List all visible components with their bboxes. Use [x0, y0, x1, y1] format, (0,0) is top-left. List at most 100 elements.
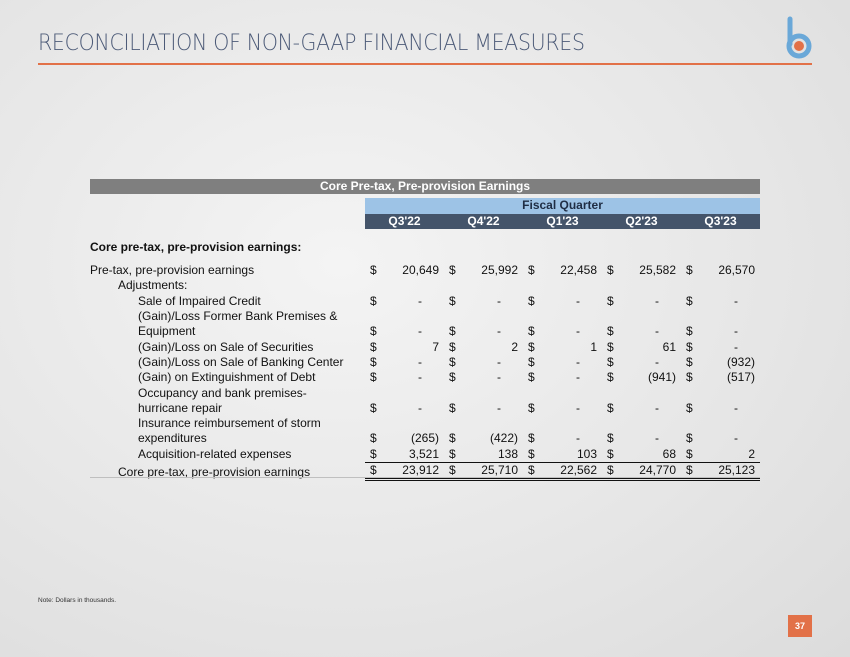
group-header: Fiscal Quarter	[365, 198, 761, 214]
currency-sign: $	[686, 354, 693, 369]
row-label: Occupancy and bank premises- hurricane r…	[138, 385, 307, 415]
currency-sign: $	[602, 446, 619, 464]
row-label: Pre-tax, pre-provision earnings	[90, 263, 255, 278]
cell-value: -	[655, 324, 659, 339]
currency-sign: $	[370, 400, 377, 415]
cell-value: (932)	[727, 354, 756, 369]
currency-sign: $	[370, 339, 377, 354]
cell-value: -	[734, 293, 739, 308]
currency-sign: $	[686, 263, 693, 278]
currency-sign: $	[523, 446, 540, 464]
cell-value: -	[418, 354, 422, 369]
currency-sign: $	[370, 431, 377, 446]
currency-sign: $	[528, 339, 535, 354]
table-row: Pre-tax, pre-provision earnings $20,649 $2…	[90, 263, 760, 278]
currency-sign: $	[523, 462, 540, 482]
cell-value: -	[734, 324, 739, 339]
table-row: (Gain)/Loss on Sale of Banking Center $ - $…	[90, 355, 760, 370]
cell-value: -	[497, 354, 501, 369]
cell-value: 7	[432, 339, 439, 354]
currency-sign: $	[607, 400, 614, 415]
logo	[786, 16, 812, 59]
currency-sign: $	[681, 462, 698, 482]
currency-sign: $	[686, 370, 693, 385]
cell-value: -	[576, 293, 580, 308]
row-label: (Gain)/Loss on Sale of Securities	[138, 339, 314, 354]
cell-value: -	[655, 293, 659, 308]
cell-value: 22,562	[540, 462, 602, 482]
cell-value: 68	[619, 446, 681, 464]
group-header-row: Fiscal Quarter	[90, 198, 761, 214]
currency-sign: $	[607, 354, 614, 369]
currency-sign: $	[370, 354, 377, 369]
currency-sign: $	[686, 339, 693, 354]
cell-value: -	[497, 400, 501, 415]
cell-value: 25,582	[639, 263, 676, 278]
currency-sign: $	[449, 400, 456, 415]
currency-sign: $	[449, 370, 456, 385]
blank	[365, 278, 760, 293]
cell-value: 61	[662, 339, 676, 354]
currency-sign: $	[365, 462, 382, 482]
cell-value: 103	[540, 446, 602, 464]
cell-value: 24,770	[619, 462, 681, 482]
row-label: Sale of Impaired Credit	[138, 293, 261, 308]
currency-sign: $	[444, 446, 461, 464]
row-label: (Gain)/Loss Former Bank Premises & Equip…	[138, 309, 338, 339]
cell-value: -	[576, 354, 580, 369]
currency-sign: $	[370, 293, 377, 308]
currency-sign: $	[686, 324, 693, 339]
table-row: Occupancy and bank premises- hurricane r…	[90, 386, 760, 417]
currency-sign: $	[607, 431, 614, 446]
table-row: Core pre-tax, pre-provision earnings $23,…	[90, 462, 761, 482]
cell-value: -	[576, 400, 580, 415]
cell-value: -	[497, 324, 501, 339]
row-label: Insurance reimbursement of storm expendi…	[138, 416, 321, 446]
table-row: (Gain)/Loss Former Bank Premises & Equip…	[90, 309, 760, 340]
column-header: Q3'22	[365, 213, 444, 229]
currency-sign: $	[528, 293, 535, 308]
cell-value: -	[418, 293, 422, 308]
currency-sign: $	[370, 370, 377, 385]
footnote: Note: Dollars in thousands.	[38, 597, 117, 604]
currency-sign: $	[528, 354, 535, 369]
currency-sign: $	[681, 446, 698, 464]
cell-value: -	[418, 324, 422, 339]
table-row: Sale of Impaired Credit $ - $ - $ - $ - $ -	[90, 294, 760, 309]
currency-sign: $	[449, 354, 456, 369]
cell-value: 25,123	[698, 462, 761, 482]
cell-value: -	[655, 431, 659, 446]
currency-sign: $	[607, 339, 614, 354]
column-header: Q4'22	[444, 213, 523, 229]
spacer-row	[90, 229, 760, 240]
blank	[90, 214, 365, 229]
currency-sign: $	[602, 462, 619, 482]
currency-sign: $	[370, 324, 377, 339]
cell-value: 2	[511, 339, 518, 354]
cell-value: (265)	[410, 431, 439, 446]
currency-sign: $	[607, 370, 614, 385]
currency-sign: $	[370, 263, 377, 278]
row-label: Adjustments:	[118, 278, 188, 293]
blank	[90, 198, 365, 213]
currency-sign: $	[528, 324, 535, 339]
cell-value: 25,710	[461, 462, 523, 482]
currency-sign: $	[686, 293, 693, 308]
cell-value: 1	[590, 339, 597, 354]
section-row: Core pre-tax, pre-provision earnings:	[90, 240, 760, 255]
table-title-row: Core Pre-tax, Pre-provision Earnings	[90, 179, 761, 195]
currency-sign: $	[528, 263, 535, 278]
cell-value: (517)	[727, 370, 756, 385]
cell-value: 20,649	[402, 263, 439, 278]
currency-sign: $	[686, 431, 693, 446]
cell-value: 25,992	[481, 263, 518, 278]
row-label: Core pre-tax, pre-provision earnings	[118, 464, 311, 479]
cell-value: -	[497, 370, 501, 385]
reconciliation-table: Core Pre-tax, Pre-provision Earnings Fisc…	[90, 179, 761, 482]
cell-value: (422)	[489, 431, 518, 446]
table-end-rule	[90, 477, 760, 478]
currency-sign: $	[365, 446, 382, 464]
cell-value: 22,458	[560, 263, 597, 278]
currency-sign: $	[449, 293, 456, 308]
row-label: Acquisition-related expenses	[138, 447, 292, 462]
